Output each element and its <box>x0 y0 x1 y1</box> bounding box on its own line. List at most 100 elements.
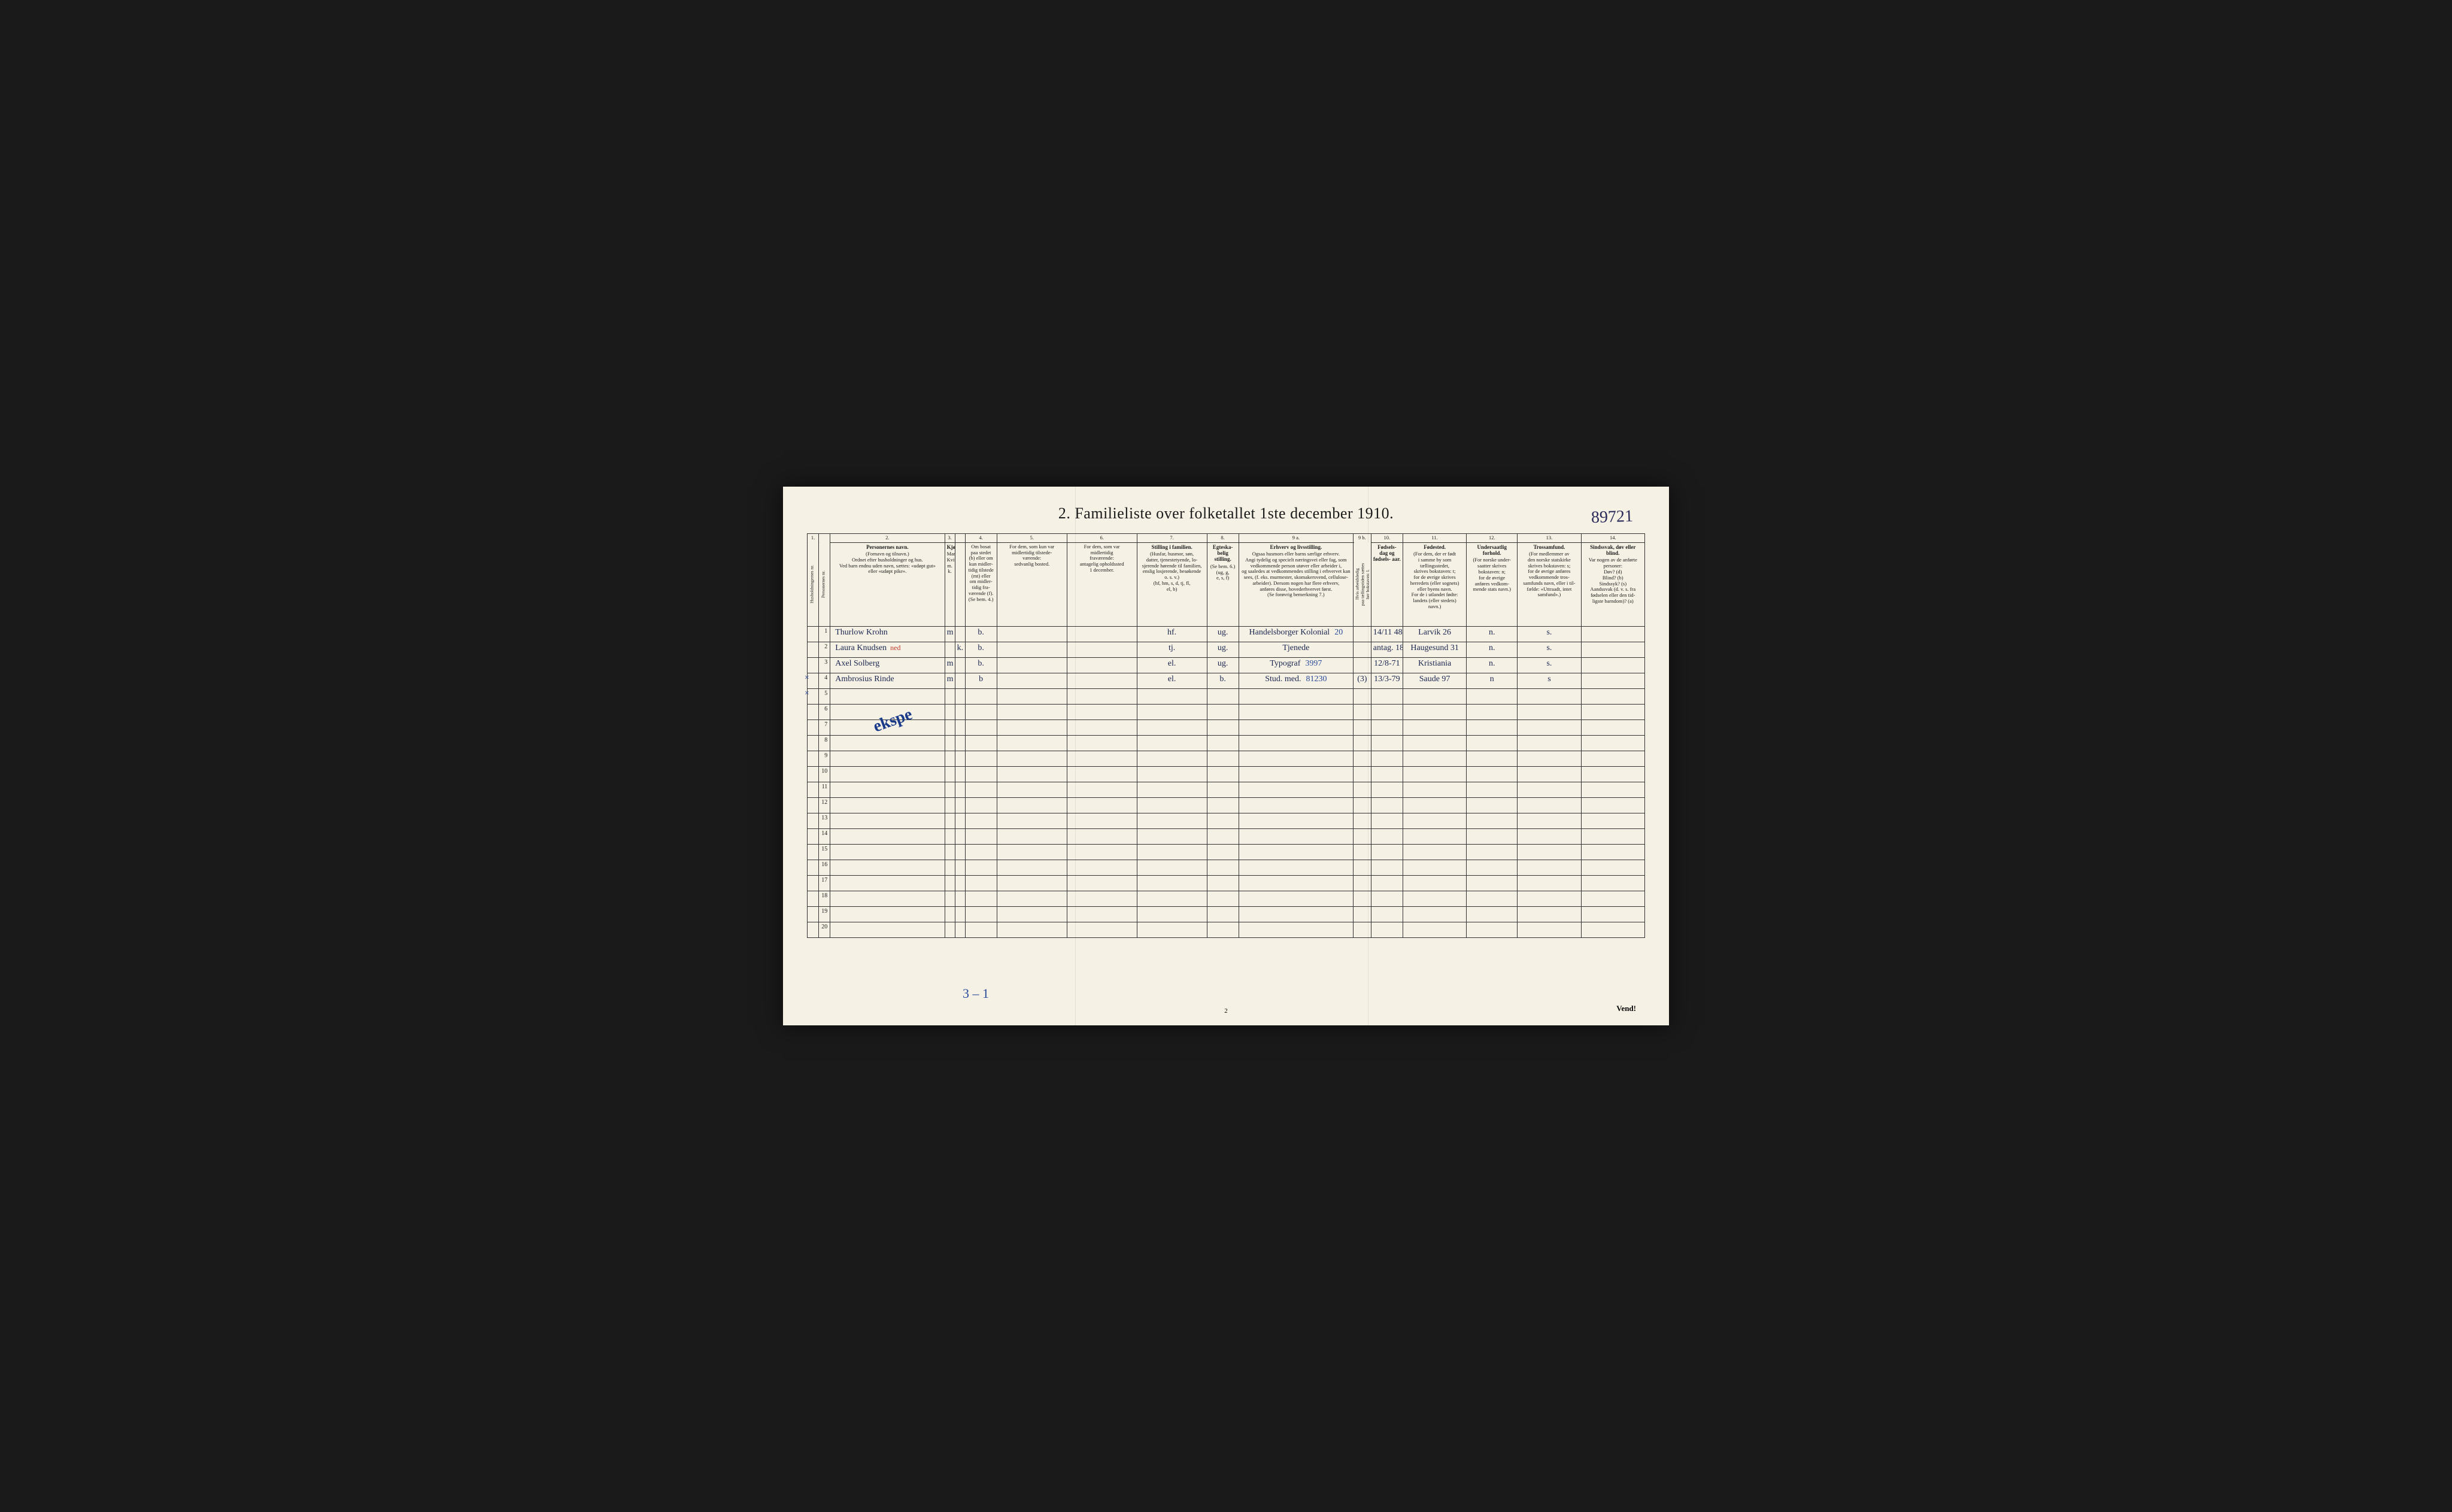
cell-fodsel: 14/11 48 <box>1371 626 1403 642</box>
cell-bosat <box>965 875 997 891</box>
col-number: 14. <box>1581 534 1644 543</box>
cell-sex-m <box>945 751 955 766</box>
cell-arbled <box>1354 782 1371 797</box>
cell-hush <box>808 828 819 844</box>
cell-name: Thurlow Krohn <box>830 626 945 642</box>
cell-fodsel <box>1371 735 1403 751</box>
cell-persnr: 18 <box>819 891 830 906</box>
cell-bosat <box>965 828 997 844</box>
cell-sex-k <box>955 766 965 782</box>
cell-sinds <box>1581 860 1644 875</box>
cell-fodested <box>1403 782 1466 797</box>
cell-sex-k <box>955 626 965 642</box>
cell-sinds <box>1581 688 1644 704</box>
cell-egte <box>1207 766 1239 782</box>
cell-bosat <box>965 719 997 735</box>
cell-sex-k <box>955 922 965 937</box>
cell-stilling <box>1137 704 1207 719</box>
cell-sex-m <box>945 766 955 782</box>
cell-stilling <box>1137 906 1207 922</box>
cell-midl-til <box>997 875 1067 891</box>
cell-tros <box>1518 797 1581 813</box>
cell-sinds <box>1581 735 1644 751</box>
cell-sinds <box>1581 797 1644 813</box>
cell-erhverv: Tjenede <box>1239 642 1353 657</box>
cell-arbled <box>1354 875 1371 891</box>
cell-sex-k <box>955 813 965 828</box>
cell-midl-til <box>997 797 1067 813</box>
cell-egte <box>1207 719 1239 735</box>
margin-x-mark: × <box>805 689 809 699</box>
cell-sex-k <box>955 782 965 797</box>
cell-arbled <box>1354 828 1371 844</box>
cell-midl-fra <box>1067 891 1137 906</box>
cell-arbled <box>1354 688 1371 704</box>
cell-tros <box>1518 751 1581 766</box>
cell-stilling <box>1137 688 1207 704</box>
cell-undersaat <box>1467 735 1518 751</box>
col-number: 4. <box>965 534 997 543</box>
cell-sex-k <box>955 735 965 751</box>
cell-tros: s. <box>1518 642 1581 657</box>
cell-midl-til <box>997 735 1067 751</box>
cell-stilling: el. <box>1137 657 1207 673</box>
cell-tros <box>1518 813 1581 828</box>
cell-persnr: 2 <box>819 642 830 657</box>
col-number: 3. <box>945 534 955 543</box>
col-number <box>819 534 830 543</box>
cell-hush <box>808 844 819 860</box>
cell-erhverv <box>1239 828 1353 844</box>
table-row: 7 <box>808 719 1645 735</box>
cell-hush <box>808 906 819 922</box>
cell-stilling: tj. <box>1137 642 1207 657</box>
cell-persnr: 19 <box>819 906 830 922</box>
cell-name: Axel Solberg <box>830 657 945 673</box>
cell-name <box>830 844 945 860</box>
cell-tros <box>1518 719 1581 735</box>
cell-name <box>830 875 945 891</box>
cell-stilling: hf. <box>1137 626 1207 642</box>
cell-egte <box>1207 922 1239 937</box>
cell-midl-til <box>997 860 1067 875</box>
table-row: 12 <box>808 797 1645 813</box>
cell-sinds <box>1581 922 1644 937</box>
cell-bosat <box>965 751 997 766</box>
cell-tros <box>1518 828 1581 844</box>
cell-stilling <box>1137 813 1207 828</box>
cell-fodsel: 13/3-79 <box>1371 673 1403 688</box>
cell-fodested <box>1403 797 1466 813</box>
cell-sex-k <box>955 860 965 875</box>
cell-erhverv <box>1239 719 1353 735</box>
cell-bosat: b. <box>965 642 997 657</box>
cell-hush <box>808 657 819 673</box>
cell-midl-fra <box>1067 719 1137 735</box>
cell-undersaat <box>1467 891 1518 906</box>
cell-name <box>830 782 945 797</box>
cell-fodested <box>1403 875 1466 891</box>
cell-persnr: 3 <box>819 657 830 673</box>
cell-persnr: 5 <box>819 688 830 704</box>
cell-hush <box>808 626 819 642</box>
cell-erhverv <box>1239 891 1353 906</box>
cell-persnr: 11 <box>819 782 830 797</box>
cell-fodsel <box>1371 922 1403 937</box>
cell-egte <box>1207 875 1239 891</box>
cell-stilling <box>1137 735 1207 751</box>
cell-erhverv <box>1239 766 1353 782</box>
cell-sinds <box>1581 813 1644 828</box>
cell-persnr: 17 <box>819 875 830 891</box>
cell-arbled <box>1354 891 1371 906</box>
turn-label: Vend! <box>1616 1004 1636 1013</box>
cell-sex-k <box>955 906 965 922</box>
cell-hush <box>808 860 819 875</box>
cell-bosat <box>965 766 997 782</box>
cell-stilling <box>1137 766 1207 782</box>
cell-hush <box>808 719 819 735</box>
cell-undersaat: n. <box>1467 626 1518 642</box>
cell-name <box>830 766 945 782</box>
cell-sex-m <box>945 860 955 875</box>
cell-sinds <box>1581 766 1644 782</box>
cell-arbled <box>1354 626 1371 642</box>
cell-erhverv <box>1239 704 1353 719</box>
cell-arbled <box>1354 844 1371 860</box>
